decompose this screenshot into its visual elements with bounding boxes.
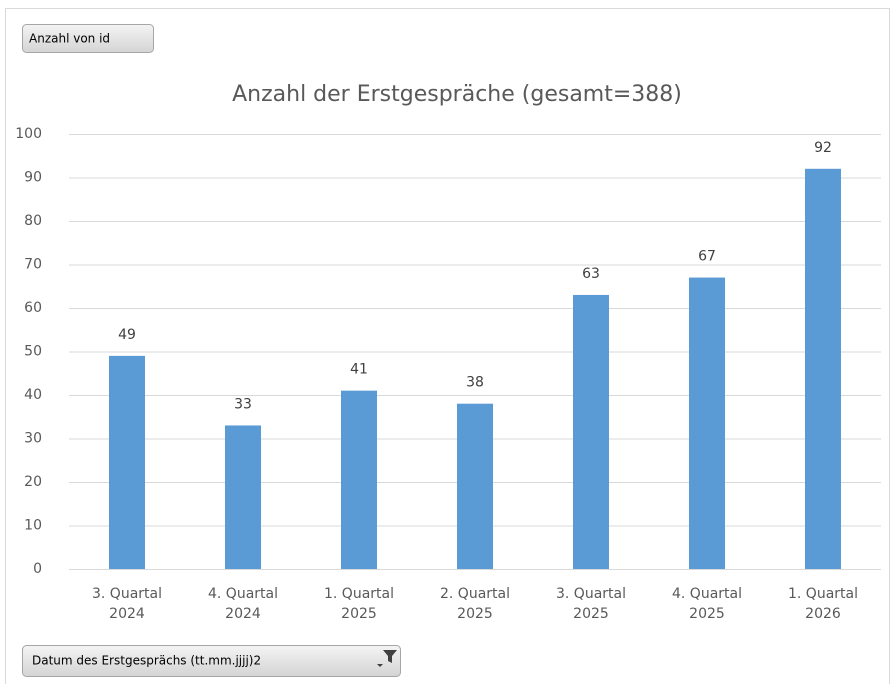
x-tick-label: 2. Quartal bbox=[440, 586, 510, 602]
x-tick-label: 2025 bbox=[573, 606, 609, 622]
x-tick-label: 2026 bbox=[805, 606, 841, 622]
x-tick-label: 1. Quartal bbox=[788, 586, 858, 602]
bar bbox=[805, 168, 841, 570]
x-tick-label: 2024 bbox=[109, 606, 145, 622]
data-label: 38 bbox=[466, 375, 484, 391]
x-tick-label: 2025 bbox=[341, 606, 377, 622]
data-label: 67 bbox=[698, 249, 716, 265]
y-tick-label: 10 bbox=[24, 518, 42, 534]
button-frame[interactable] bbox=[22, 645, 401, 677]
x-tick-label: 2025 bbox=[457, 606, 493, 622]
y-tick-label: 50 bbox=[24, 344, 42, 360]
y-tick-label: 0 bbox=[33, 561, 42, 577]
x-tick-label: 1. Quartal bbox=[324, 586, 394, 602]
x-tick-label: 4. Quartal bbox=[208, 586, 278, 602]
data-label: 41 bbox=[350, 362, 368, 378]
chart-border bbox=[5, 8, 890, 684]
axis-field-button[interactable]: Datum des Erstgesprächs (tt.mm.jjjj)2 bbox=[22, 645, 401, 677]
filter-icon[interactable] bbox=[377, 650, 397, 667]
button-label[interactable]: Anzahl von id bbox=[29, 32, 110, 46]
y-tick-label: 20 bbox=[24, 474, 42, 490]
x-tick-label: 3. Quartal bbox=[92, 586, 162, 602]
bar bbox=[225, 425, 261, 569]
data-label: 49 bbox=[118, 327, 136, 343]
y-tick-label: 90 bbox=[24, 170, 42, 186]
bar bbox=[457, 403, 493, 569]
y-tick-label: 80 bbox=[24, 213, 42, 229]
y-tick-label: 40 bbox=[24, 387, 42, 403]
y-tick-label: 70 bbox=[24, 257, 42, 273]
x-tick-label: 2025 bbox=[689, 606, 725, 622]
y-tick-label: 60 bbox=[24, 300, 42, 316]
data-label: 63 bbox=[582, 266, 600, 282]
y-tick-label: 30 bbox=[24, 431, 42, 447]
bar bbox=[109, 355, 145, 569]
y-tick-label: 100 bbox=[15, 126, 42, 142]
button-frame[interactable] bbox=[22, 24, 154, 53]
chart-title: Anzahl der Erstgespräche (gesamt=388) bbox=[232, 82, 682, 107]
button-label[interactable]: Datum des Erstgesprächs (tt.mm.jjjj)2 bbox=[32, 654, 261, 668]
x-tick-label: 3. Quartal bbox=[556, 586, 626, 602]
bar bbox=[341, 390, 377, 569]
bar bbox=[573, 294, 609, 569]
data-label: 33 bbox=[234, 396, 252, 412]
x-tick-label: 4. Quartal bbox=[672, 586, 742, 602]
x-tick-label: 2024 bbox=[225, 606, 261, 622]
value-field-button[interactable]: Anzahl von id bbox=[22, 24, 154, 53]
bar bbox=[689, 277, 725, 569]
data-label: 92 bbox=[814, 140, 832, 156]
